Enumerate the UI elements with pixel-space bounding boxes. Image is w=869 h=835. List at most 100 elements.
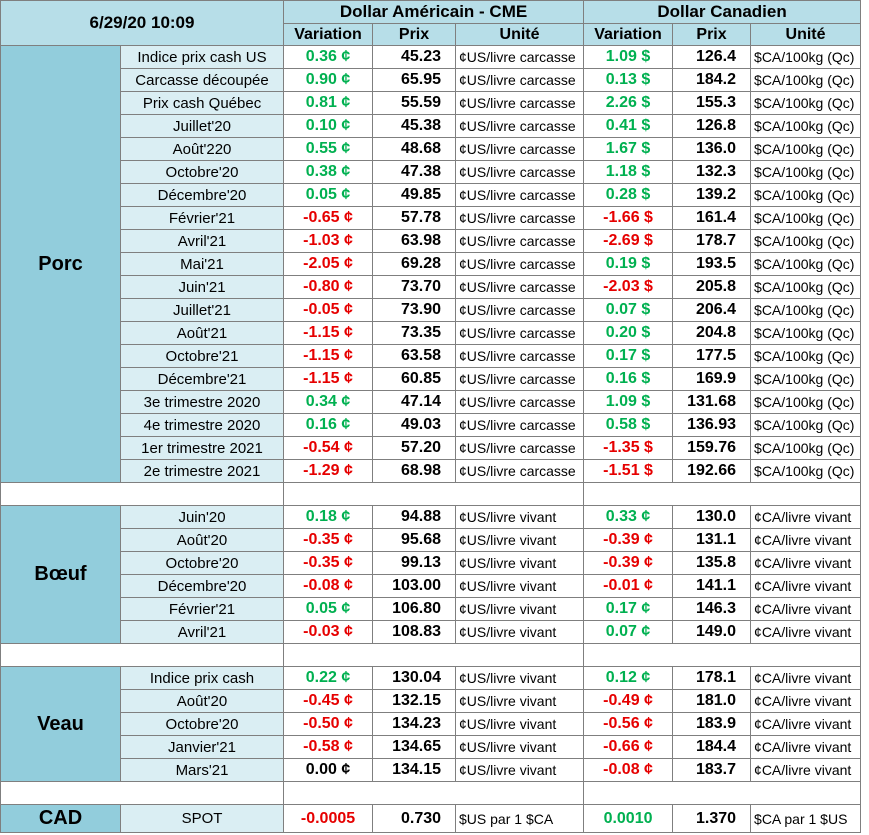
ca-variation: 0.16 $ xyxy=(583,367,674,391)
item-name: Juin'20 xyxy=(119,505,285,529)
us-variation: -0.65 ¢ xyxy=(283,206,374,230)
ca-unit: ¢CA/livre vivant xyxy=(750,528,862,552)
us-price: 73.70 xyxy=(372,275,457,299)
data-row: Décembre'20 -0.08 ¢ 103.00 ¢US/livre vivant… xyxy=(1,574,862,598)
ca-unit: ¢CA/livre vivant xyxy=(750,758,862,782)
us-unit: ¢US/livre carcasse xyxy=(455,206,585,230)
item-name: Février'21 xyxy=(119,206,285,230)
ca-variation: 0.58 $ xyxy=(583,413,674,437)
us-unit: ¢US/livre carcasse xyxy=(455,413,585,437)
us-price: 94.88 xyxy=(372,505,457,529)
us-price: 68.98 xyxy=(372,459,457,483)
ca-variation: 0.28 $ xyxy=(583,183,674,207)
ca-price: 206.4 xyxy=(672,298,752,322)
ca-price: 184.4 xyxy=(672,735,752,759)
us-price: 73.35 xyxy=(372,321,457,345)
us-unit: ¢US/livre vivant xyxy=(455,528,585,552)
us-price: 49.85 xyxy=(372,183,457,207)
us-price: 134.23 xyxy=(372,712,457,736)
us-variation: -0.45 ¢ xyxy=(283,689,374,713)
data-row: Mars'21 0.00 ¢ 134.15 ¢US/livre vivant -0.08… xyxy=(1,758,862,782)
ca-price: 132.3 xyxy=(672,160,752,184)
spacer-cell xyxy=(0,643,285,667)
us-variation: 0.81 ¢ xyxy=(283,91,374,115)
us-variation: 0.34 ¢ xyxy=(283,390,374,414)
spacer-cell xyxy=(283,643,585,667)
us-unit: ¢US/livre vivant xyxy=(455,597,585,621)
item-name: 4e trimestre 2020 xyxy=(119,413,285,437)
us-variation: -1.29 ¢ xyxy=(283,459,374,483)
item-name: Avril'21 xyxy=(119,229,285,253)
us-variation: 0.36 ¢ xyxy=(283,45,374,69)
ca-price: 130.0 xyxy=(672,505,752,529)
ca-unit: $CA/100kg (Qc) xyxy=(750,229,862,253)
section-label: Porc xyxy=(0,45,121,483)
data-row: Octobre'20 -0.35 ¢ 99.13 ¢US/livre vivant -0… xyxy=(1,551,862,575)
ca-price: 141.1 xyxy=(672,574,752,598)
ca-unit: ¢CA/livre vivant xyxy=(750,574,862,598)
item-name: Indice prix cash xyxy=(119,666,285,690)
us-unit: ¢US/livre vivant xyxy=(455,666,585,690)
item-name: Août'220 xyxy=(119,137,285,161)
ca-variation: 0.33 ¢ xyxy=(583,505,674,529)
section-label: CAD xyxy=(0,804,121,833)
ca-unit: ¢CA/livre vivant xyxy=(750,551,862,575)
ca-price: 131.68 xyxy=(672,390,752,414)
item-name: Octobre'20 xyxy=(119,160,285,184)
ca-variation: 1.67 $ xyxy=(583,137,674,161)
us-unit: ¢US/livre carcasse xyxy=(455,367,585,391)
column-header: Variation xyxy=(283,23,374,46)
ca-variation: 0.17 ¢ xyxy=(583,597,674,621)
data-row: Janvier'21 -0.58 ¢ 134.65 ¢US/livre vivant -… xyxy=(1,735,862,759)
us-price: 57.78 xyxy=(372,206,457,230)
us-price: 0.730 xyxy=(372,804,457,833)
item-name: Mars'21 xyxy=(119,758,285,782)
us-unit: ¢US/livre carcasse xyxy=(455,390,585,414)
ca-unit: $CA/100kg (Qc) xyxy=(750,45,862,69)
us-variation: 0.55 ¢ xyxy=(283,137,374,161)
ca-price: 155.3 xyxy=(672,91,752,115)
ca-price: 135.8 xyxy=(672,551,752,575)
data-row: Août'20 -0.45 ¢ 132.15 ¢US/livre vivant -0.4… xyxy=(1,689,862,713)
us-price: 106.80 xyxy=(372,597,457,621)
ca-price: 178.1 xyxy=(672,666,752,690)
item-name: Octobre'21 xyxy=(119,344,285,368)
ca-unit: $CA/100kg (Qc) xyxy=(750,252,862,276)
spacer-row xyxy=(0,482,862,506)
data-row: Octobre'20 -0.50 ¢ 134.23 ¢US/livre vivant -… xyxy=(1,712,862,736)
ca-unit: ¢CA/livre vivant xyxy=(750,597,862,621)
us-unit: ¢US/livre carcasse xyxy=(455,459,585,483)
spacer-cell xyxy=(583,643,862,667)
timestamp: 6/29/20 10:09 xyxy=(0,0,285,46)
ca-unit: $CA/100kg (Qc) xyxy=(750,298,862,322)
us-variation: 0.10 ¢ xyxy=(283,114,374,138)
ca-variation: -0.01 ¢ xyxy=(583,574,674,598)
spacer-row xyxy=(0,781,862,805)
spacer-cell xyxy=(0,781,285,805)
us-variation: -1.15 ¢ xyxy=(283,367,374,391)
ca-unit: $CA/100kg (Qc) xyxy=(750,436,862,460)
ca-variation: -0.56 ¢ xyxy=(583,712,674,736)
data-row: Octobre'20 0.38 ¢ 47.38 ¢US/livre carcasse 1… xyxy=(1,160,862,184)
us-variation: 0.18 ¢ xyxy=(283,505,374,529)
ca-price: 136.93 xyxy=(672,413,752,437)
ca-price: 204.8 xyxy=(672,321,752,345)
item-name: Juin'21 xyxy=(119,275,285,299)
ca-variation: 1.18 $ xyxy=(583,160,674,184)
ca-variation: -0.39 ¢ xyxy=(583,551,674,575)
ca-unit: $CA/100kg (Qc) xyxy=(750,183,862,207)
ca-variation: -1.35 $ xyxy=(583,436,674,460)
us-variation: 0.05 ¢ xyxy=(283,183,374,207)
ca-price: 193.5 xyxy=(672,252,752,276)
ca-variation: 0.07 $ xyxy=(583,298,674,322)
ca-price: 139.2 xyxy=(672,183,752,207)
data-row: Porc Indice prix cash US 0.36 ¢ 45.23 ¢US/li… xyxy=(0,45,862,483)
data-row: Juillet'20 0.10 ¢ 45.38 ¢US/livre carcasse 0… xyxy=(1,114,862,138)
us-unit: $US par 1 $CA xyxy=(455,804,585,833)
us-price: 45.23 xyxy=(372,45,457,69)
spacer-cell xyxy=(583,781,862,805)
ca-unit: ¢CA/livre vivant xyxy=(750,505,862,529)
ca-price: 205.8 xyxy=(672,275,752,299)
us-variation: 0.22 ¢ xyxy=(283,666,374,690)
us-unit: ¢US/livre vivant xyxy=(455,689,585,713)
